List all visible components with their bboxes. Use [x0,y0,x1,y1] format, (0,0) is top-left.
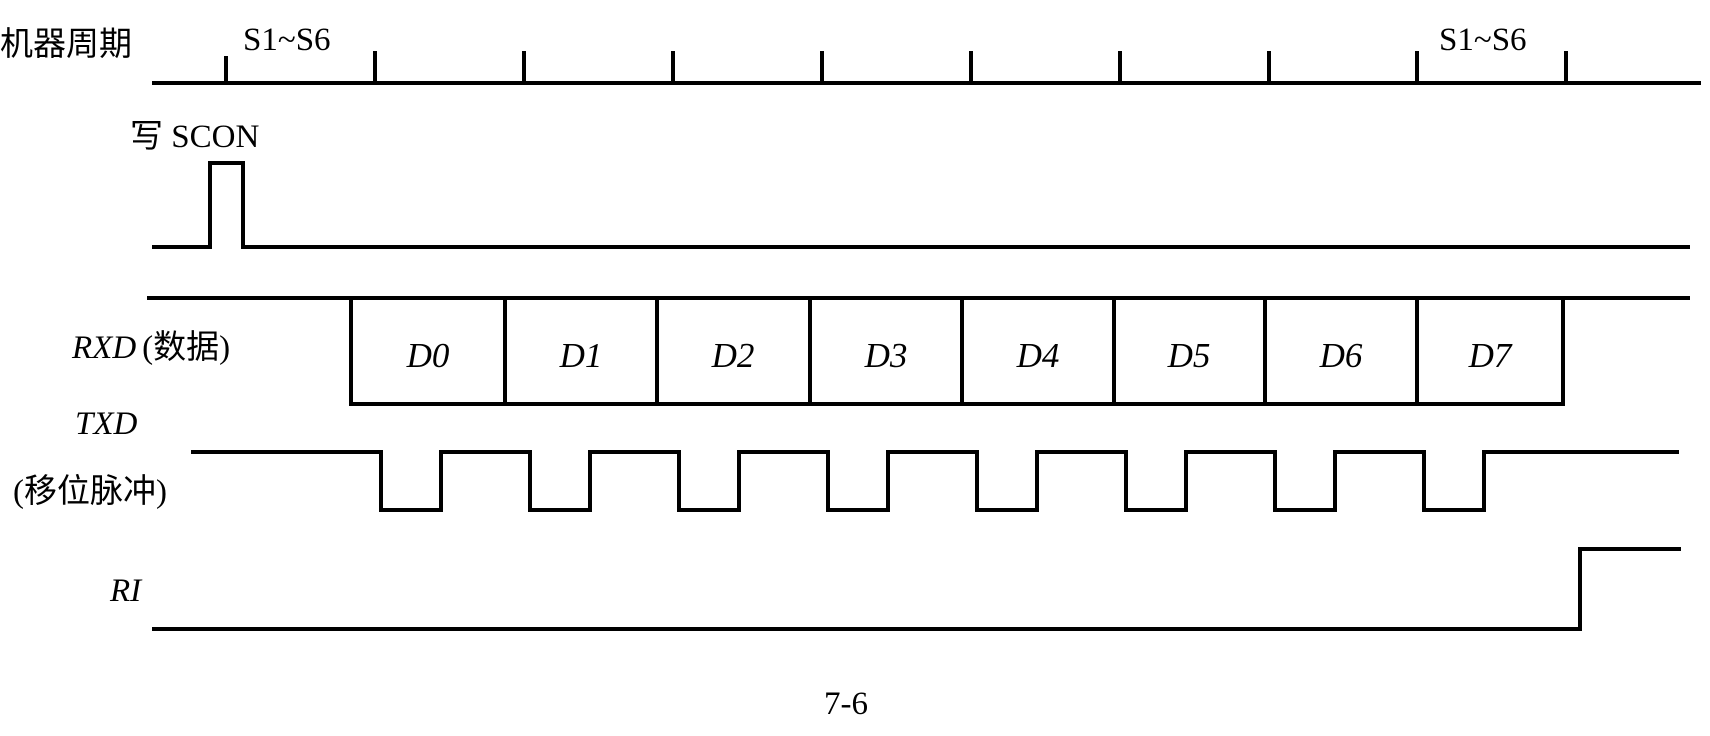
write-scon-waveform [152,161,1690,249]
txd-label: TXD [75,406,138,442]
ri-waveform [152,547,1681,631]
rxd-name: RXD [71,330,136,366]
bit-label-d7: D7 [1468,336,1513,375]
state-label-last: S1~S6 [1439,22,1527,58]
bit-label-d2: D2 [711,336,755,375]
rxd-label: RXD (数据) [71,329,230,366]
bit-label-d3: D3 [864,336,908,375]
machine-cycle-ticks [224,51,1568,85]
rxd-data-frame [349,296,1565,406]
txd-shift-pulse-waveform [191,450,1679,512]
txd-note: (移位脉冲) [13,473,167,510]
bit-label-d1: D1 [559,336,603,375]
write-scon-label: 写 SCON [130,119,259,155]
bit-label-d4: D4 [1016,336,1060,375]
rxd-note: (数据) [142,329,230,366]
rxd-bit-dividers [503,296,1419,406]
figure-caption: 7-6 [824,686,868,722]
machine-cycle-label: 机器周期 [0,26,132,63]
bit-label-d0: D0 [406,336,450,375]
ri-label: RI [109,573,143,609]
rxd-bit-labels: D0 D1 D2 D3 D4 D5 D6 D7 [406,336,1513,375]
bit-label-d6: D6 [1319,336,1363,375]
bit-label-d5: D5 [1167,336,1211,375]
state-label-first: S1~S6 [243,22,331,58]
